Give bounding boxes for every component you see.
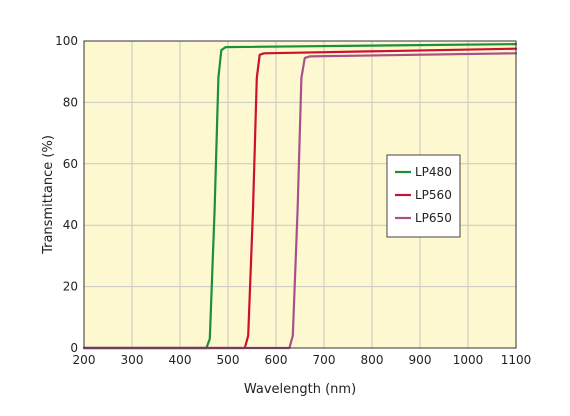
x-tick-label: 200 <box>73 353 96 367</box>
x-tick-label: 300 <box>121 353 144 367</box>
y-tick-label: 100 <box>55 34 78 48</box>
x-tick-label: 400 <box>169 353 192 367</box>
series-line-lp650 <box>82 52 518 350</box>
y-tick-label: 0 <box>70 341 78 355</box>
series-line-lp560 <box>82 47 518 350</box>
x-axis-label: Wavelength (nm) <box>244 382 356 397</box>
y-axis-label: Transmittance (%) <box>41 135 56 255</box>
legend-label-lp560: LP560 <box>415 188 452 202</box>
x-tick-label: 1100 <box>501 353 532 367</box>
x-tick-label: 700 <box>313 353 336 367</box>
y-tick-label: 40 <box>63 218 78 232</box>
x-tick-label: 1000 <box>453 353 484 367</box>
y-tick-label: 60 <box>63 157 78 171</box>
tick-labels: 200 300 400 500 600 700 800 900 1000 1100 0 20 40 60 8… <box>55 34 531 367</box>
y-tick-label: 20 <box>63 280 78 294</box>
legend: LP480 LP560 LP650 <box>386 154 461 238</box>
x-tick-label: 500 <box>217 353 240 367</box>
x-tick-label: 800 <box>361 353 384 367</box>
legend-label-lp480: LP480 <box>415 165 452 179</box>
plot-frame <box>83 40 517 349</box>
x-tick-label: 900 <box>409 353 432 367</box>
legend-label-lp650: LP650 <box>415 211 452 225</box>
x-tick-label: 600 <box>265 353 288 367</box>
series-line-lp480 <box>82 43 518 350</box>
y-tick-label: 80 <box>63 95 78 109</box>
series-layer <box>82 43 518 350</box>
